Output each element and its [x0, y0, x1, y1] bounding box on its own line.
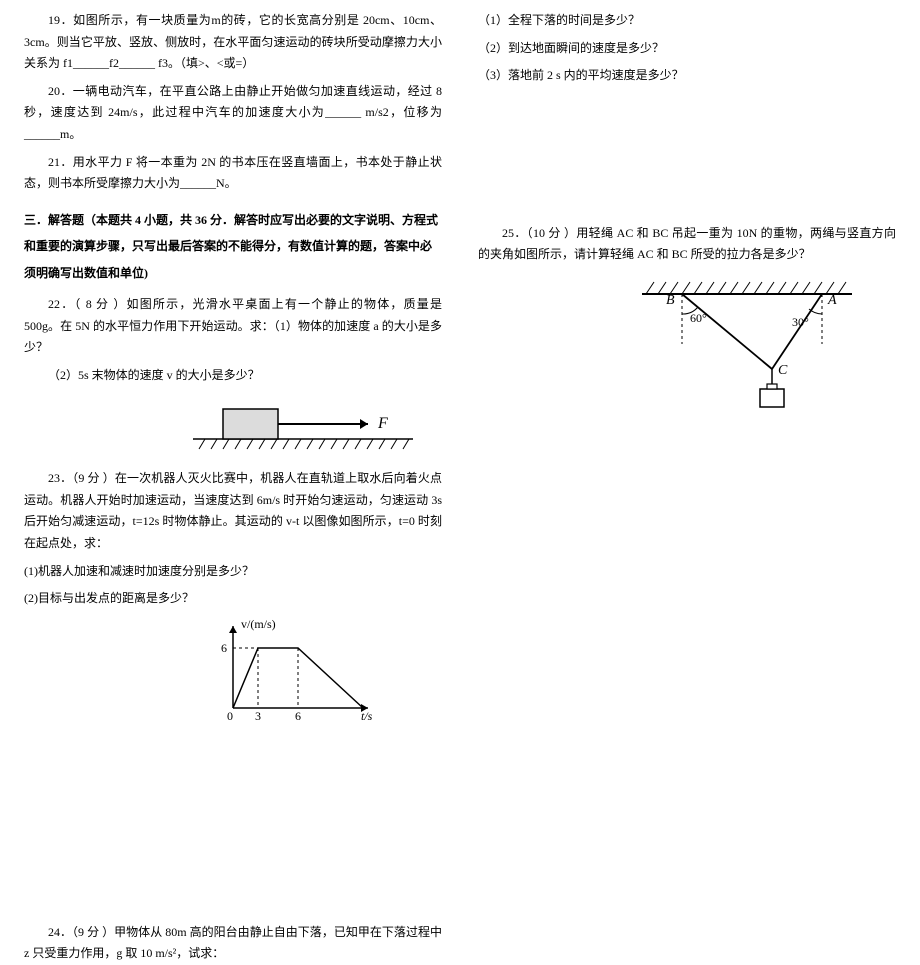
question-23: 23．（9 分 ）在一次机器人灭火比赛中，机器人在直轨道上取水后向着火点运动。机…: [24, 468, 442, 554]
figure-25-label-c: C: [778, 363, 788, 378]
figure-25-angle-30: 30°: [792, 315, 809, 329]
figure-23-x0: 0: [227, 709, 233, 723]
question-22-sub2: （2）5s 末物体的速度 v 的大小是多少？: [24, 365, 442, 387]
figure-22: F: [24, 394, 442, 454]
question-22: 22．（ 8 分 ）如图所示，光滑水平桌面上有一个静止的物体，质量是 500g。…: [24, 294, 442, 359]
figure-23-x1: 3: [255, 709, 261, 723]
figure-25: B A C 60° 30°: [478, 274, 896, 424]
question-24-sub2: （2）到达地面瞬间的速度是多少？: [478, 38, 896, 60]
figure-25-label-a: A: [827, 293, 837, 308]
question-24: 24．（9 分 ）甲物体从 80m 高的阳台由静止自由下落，已知甲在下落过程中 …: [24, 922, 442, 965]
figure-23-x2: 6: [295, 709, 301, 723]
figure-23-xlabel: t/s: [361, 709, 373, 723]
question-19: 19．如图所示，有一块质量为m的砖，它的长宽高分别是 20cm、10cm、3cm…: [24, 10, 442, 75]
figure-22-label-f: F: [377, 415, 388, 432]
section-3-title: 三．解答题（本题共 4 小题，共 36 分．解答时应写出必要的文字说明、方程式和…: [24, 207, 442, 286]
question-23-sub2: (2)目标与出发点的距离是多少？: [24, 588, 442, 610]
question-23-sub1: (1)机器人加速和减速时加速度分别是多少？: [24, 561, 442, 583]
figure-23: v/(m/s) 6 0 3 6 t/s: [24, 618, 442, 728]
question-20: 20．一辆电动汽车，在平直公路上由静止开始做匀加速直线运动，经过 8 秒，速度达…: [24, 81, 442, 146]
question-24-sub3: （3）落地前 2 s 内的平均速度是多少？: [478, 65, 896, 87]
figure-25-label-b: B: [666, 293, 675, 308]
question-24-sub1: （1）全程下落的时间是多少？: [478, 10, 896, 32]
question-25: 25．（10 分 ）用轻绳 AC 和 BC 吊起一重为 10N 的重物，两绳与竖…: [478, 223, 896, 266]
figure-23-ylabel: v/(m/s): [241, 618, 276, 631]
figure-25-angle-60: 60°: [690, 311, 707, 325]
question-21: 21．用水平力 F 将一本重为 2N 的书本压在竖直墙面上，书本处于静止状态，则…: [24, 152, 442, 195]
figure-23-ymax: 6: [221, 641, 227, 655]
